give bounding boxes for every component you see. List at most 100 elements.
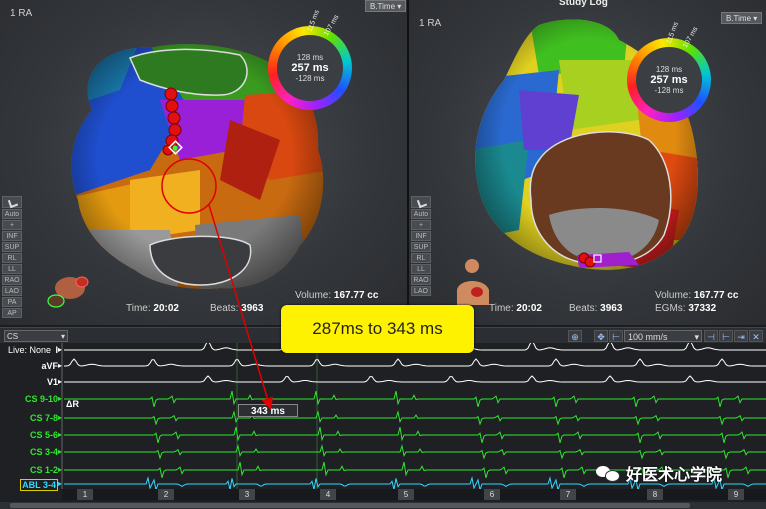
ecg-trace <box>64 426 766 443</box>
sweep-speed-value: 100 mm/s <box>628 332 668 342</box>
live-source-label: Live: None <box>8 345 52 355</box>
sup-button[interactable]: SUP <box>2 242 22 252</box>
lead-label: CS 7-8 <box>29 413 58 423</box>
right-view-toolbar: Auto + INF SUP RL LL RAO LAO <box>411 196 431 296</box>
left-map-view[interactable]: 1 RA B.Time ▾ <box>0 0 407 325</box>
pointer-tool-icon[interactable] <box>2 196 22 208</box>
compress-h-icon[interactable]: ⊢ <box>719 330 733 342</box>
beat-number: 7 <box>560 489 576 500</box>
ecg-trace <box>64 461 766 478</box>
rl-button[interactable]: RL <box>2 253 22 263</box>
beat-number: 5 <box>398 489 414 500</box>
wechat-icon <box>596 464 620 482</box>
left-timing-ring[interactable]: 128 ms 257 ms -128 ms 115 ms 107 ms <box>268 9 352 110</box>
lead-label: ABL 3-4 <box>20 479 58 491</box>
ecg-scroll-thumb[interactable] <box>10 503 690 508</box>
right-timing-ring[interactable]: 128 ms 257 ms -128 ms 115 ms 107 ms <box>627 21 711 122</box>
cursor-icon[interactable]: ✥ <box>594 330 608 342</box>
right-pointer-tool-icon[interactable] <box>411 196 431 208</box>
left-mode-dropdown[interactable]: B.Time ▾ <box>365 0 407 12</box>
left-ring-top: 128 ms <box>296 53 324 62</box>
zoom-icon[interactable]: ⊕ <box>568 330 582 342</box>
ecg-traces-panel[interactable]: Live: None I ▸ aVF ▸ V1 ▸ CS 9-10 ▸ CS 7-8 ▸ CS 5-… <box>0 343 766 509</box>
left-beats-label: Beats: <box>210 303 239 314</box>
lead-label: CS 3-4 <box>29 447 58 457</box>
ecg-group-value: CS <box>7 332 19 341</box>
lead-arrow-icon: ▸ <box>58 345 63 354</box>
left-mode-value: B.Time <box>370 2 396 11</box>
right-mode-dropdown[interactable]: B.Time ▾ <box>721 12 763 24</box>
lead-arrow-icon: ▸ <box>58 447 63 456</box>
expand-button[interactable]: + <box>2 220 22 230</box>
beat-number: 6 <box>484 489 500 500</box>
left-time-stat: Time: 20:02 <box>126 303 179 314</box>
right-ll-button[interactable]: LL <box>411 264 431 274</box>
left-ring-bottom: -128 ms <box>295 74 325 83</box>
right-rao-button[interactable]: RAO <box>411 275 431 285</box>
right-egms-label: EGMs: <box>655 303 686 314</box>
ll-button[interactable]: LL <box>2 264 22 274</box>
ecg-trace <box>64 476 766 489</box>
ecg-trace <box>64 409 766 426</box>
ecg-group-select[interactable]: CS ▾ <box>4 330 68 342</box>
annotation-callout: 287ms to 343 ms <box>281 305 474 353</box>
right-ring-bottom: -128 ms <box>654 86 684 95</box>
shrink-icon[interactable]: ⇥ <box>734 330 748 342</box>
right-rl-button[interactable]: RL <box>411 253 431 263</box>
right-time-value: 20:02 <box>516 303 542 314</box>
close-icon[interactable]: ✕ <box>749 330 763 342</box>
right-expand-button[interactable]: + <box>411 220 431 230</box>
left-beats-value: 3963 <box>241 303 264 314</box>
right-map-view[interactable]: Study Log 1 RA B.Time ▾ <box>409 0 766 325</box>
right-time-label: Time: <box>489 303 514 314</box>
right-beats-stat: Beats: 3963 <box>569 303 622 314</box>
right-sup-button[interactable]: SUP <box>411 242 431 252</box>
right-ring-top: 128 ms <box>655 65 683 74</box>
lead-arrow-icon: ▸ <box>58 361 63 370</box>
lead-arrow-icon: ▸ <box>58 413 63 422</box>
lead-label: CS 1-2 <box>29 465 58 475</box>
view-divider[interactable] <box>407 0 409 325</box>
right-inf-button[interactable]: INF <box>411 231 431 241</box>
beat-number: 8 <box>647 489 663 500</box>
right-ring-center: 257 ms <box>650 74 688 86</box>
caliper-icon[interactable]: ⊢ <box>609 330 623 342</box>
right-beats-value: 3963 <box>600 303 623 314</box>
right-volume-label: Volume: <box>655 290 692 301</box>
pa-button[interactable]: PA <box>2 297 22 307</box>
sweep-speed-select[interactable]: 100 mm/s ▾ <box>624 330 702 342</box>
ecg-scrollbar[interactable] <box>0 502 766 509</box>
left-beats-stat: Beats: 3963 <box>210 303 263 314</box>
left-time-value: 20:02 <box>153 303 179 314</box>
right-time-stat: Time: 20:02 <box>489 303 542 314</box>
left-activation-map[interactable] <box>0 0 407 325</box>
left-volume-label: Volume: <box>295 290 332 301</box>
beat-number: 1 <box>77 489 93 500</box>
lead-label: CS 5-6 <box>29 430 58 440</box>
ecg-trace <box>64 358 766 367</box>
auto-button[interactable]: Auto <box>2 209 22 219</box>
lao-button[interactable]: LAO <box>2 286 22 296</box>
inf-button[interactable]: INF <box>2 231 22 241</box>
rao-button[interactable]: RAO <box>2 275 22 285</box>
right-auto-button[interactable]: Auto <box>411 209 431 219</box>
beat-number: 2 <box>158 489 174 500</box>
lead-label: aVF <box>41 361 58 371</box>
watermark: 好医术心学院 <box>596 461 722 485</box>
beat-number: 4 <box>320 489 336 500</box>
left-ring-center: 257 ms <box>291 62 329 74</box>
ecg-trace <box>64 390 766 407</box>
ap-button[interactable]: AP <box>2 308 22 318</box>
right-activation-map[interactable] <box>409 0 766 325</box>
watermark-text: 好医术心学院 <box>626 467 723 484</box>
right-lao-button[interactable]: LAO <box>411 286 431 296</box>
interval-measurement: 343 ms <box>238 404 298 417</box>
chevron-down-icon: ▾ <box>60 332 65 341</box>
right-mode-value: B.Time <box>726 14 752 23</box>
beat-number: 9 <box>728 489 744 500</box>
lead-label: V1 <box>46 377 58 387</box>
right-egms-value: 37332 <box>688 303 717 314</box>
expand-h-icon[interactable]: ⊣ <box>704 330 718 342</box>
lead-arrow-icon: ▸ <box>58 465 63 474</box>
lead-arrow-icon: ▸ <box>58 430 63 439</box>
